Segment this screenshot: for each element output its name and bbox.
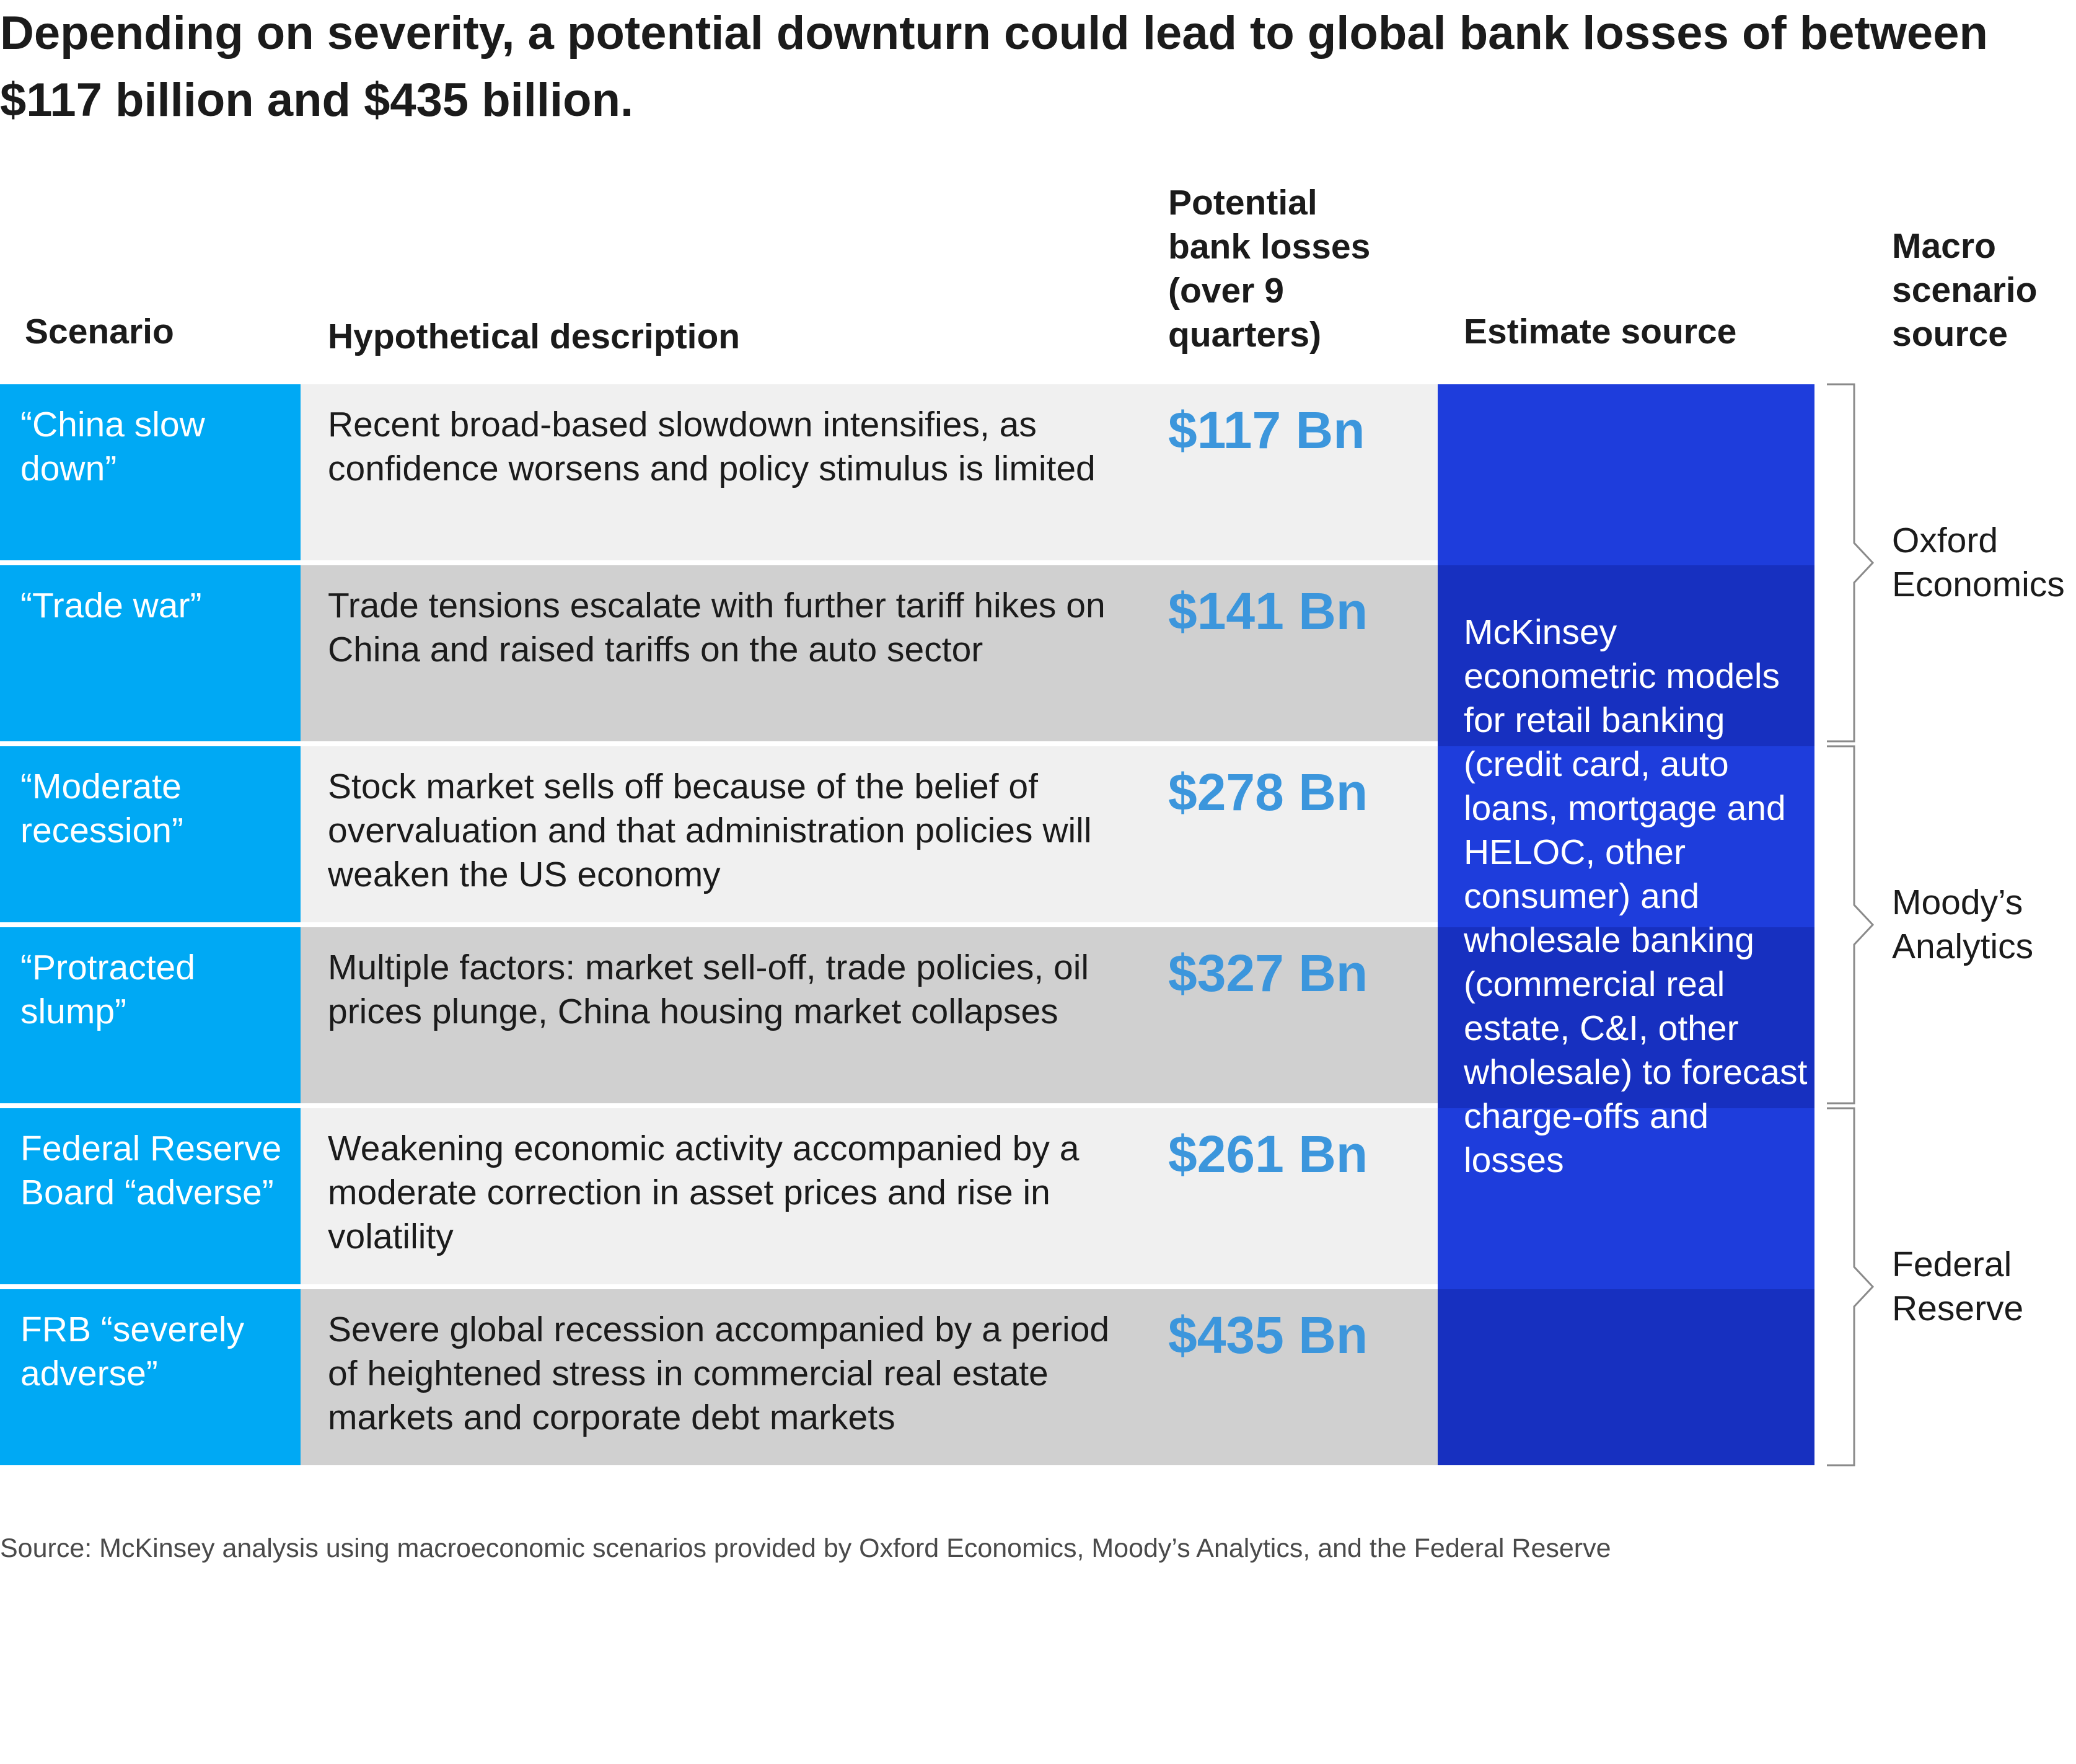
estimate-source-block [1438,384,1814,565]
scenario-cell: “Protracted slump” [0,927,301,1103]
description-cell: Multiple factors: market sell-off, trade… [301,927,1438,1103]
loss-value: $117 Bn [1168,401,1365,459]
scenario-cell: FRB “severely adverse” [0,1289,301,1465]
loss-value: $278 Bn [1168,763,1368,821]
scenario-cell: “Moderate recession” [0,746,301,922]
loss-value: $141 Bn [1168,582,1368,640]
description-text: Multiple factors: market sell-off, trade… [328,948,1089,1031]
description-cell: Weakening economic activity accompanied … [301,1108,1438,1284]
header-macro-source: Macro scenario source [1892,226,2038,354]
chart-title: Depending on severity, a potential downt… [0,7,1988,126]
description-cell: Stock market sells off because of the be… [301,746,1438,922]
loss-value: $327 Bn [1168,944,1368,1002]
macro-source-label: Moody’s Analytics [1892,883,2034,966]
loss-value: $435 Bn [1168,1306,1368,1364]
description-cell: Trade tensions escalate with further tar… [301,565,1438,741]
macro-bracket [1827,383,1875,743]
header-description: Hypothetical description [328,317,741,356]
table-row: “Moderate recession” Stock market sells o… [0,746,1438,922]
description-text: Trade tensions escalate with further tar… [328,586,1106,669]
macro-source-brackets [1827,383,1875,1466]
description-text: Recent broad-based slowdown intensifies,… [328,405,1096,488]
estimate-source-text: McKinsey econometric models for retail b… [1464,612,1808,1180]
header-scenario: Scenario [25,312,174,351]
table-row: FRB “severely adverse” Severe global rece… [0,1289,1438,1465]
scenario-cell: “China slow down” [0,384,301,560]
macro-bracket [1827,1107,1875,1466]
scenario-cell: Federal Reserve Board “adverse” [0,1108,301,1284]
scenario-cell: “Trade war” [0,565,301,741]
header-losses: Potential bank losses (over 9 quarters) [1168,183,1371,355]
table-row: “Trade war” Trade tensions escalate with … [0,565,1438,741]
description-text: Weakening economic activity accompanied … [328,1129,1080,1256]
macro-source-label: Oxford Economics [1892,521,2065,604]
description-cell: Severe global recession accompanied by a… [301,1289,1438,1465]
macro-bracket [1827,745,1875,1105]
header-estimate-source: Estimate source [1464,312,1737,351]
table-row: Federal Reserve Board “adverse” Weakening… [0,1108,1438,1284]
table-row: “Protracted slump” Multiple factors: mark… [0,927,1438,1103]
description-cell: Recent broad-based slowdown intensifies,… [301,384,1438,560]
table-row: “China slow down” Recent broad-based slow… [0,384,1438,560]
description-text: Stock market sells off because of the be… [328,767,1092,894]
estimate-source-block [1438,565,1814,746]
estimate-source-block [1438,746,1814,927]
macro-source-label: Federal Reserve [1892,1245,2024,1328]
source-note: Source: McKinsey analysis using macroeco… [0,1533,1611,1563]
estimate-source-block [1438,1289,1814,1465]
description-text: Severe global recession accompanied by a… [328,1310,1110,1437]
loss-value: $261 Bn [1168,1125,1368,1183]
estimate-source-block [1438,927,1814,1108]
estimate-source-block [1438,1108,1814,1289]
